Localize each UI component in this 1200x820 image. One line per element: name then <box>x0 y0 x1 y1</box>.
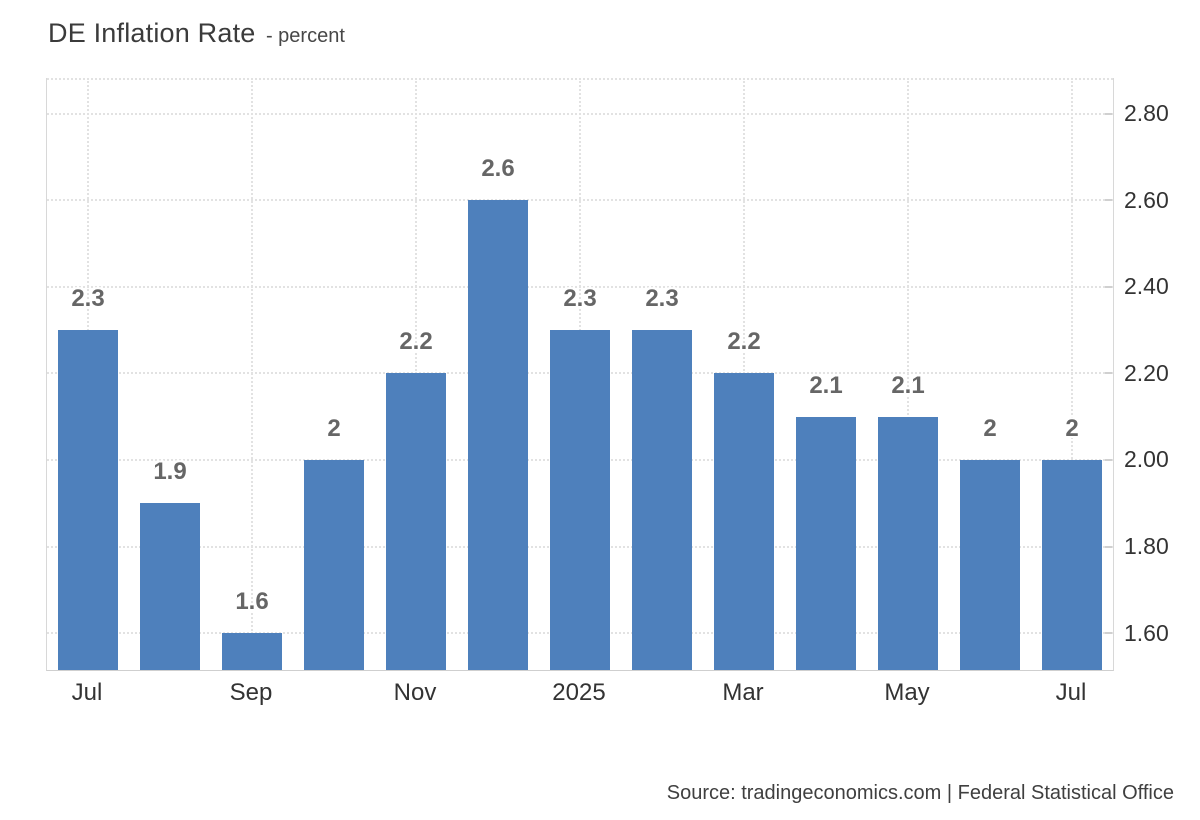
bar-value-label-oct: 2 <box>327 414 342 442</box>
bar-value-label-jul: 2.3 <box>71 284 106 313</box>
y-tick-mark <box>1105 285 1112 288</box>
bar-2025[interactable] <box>550 330 610 670</box>
bar-feb[interactable] <box>632 330 692 670</box>
chart-title: DE Inflation Rate <box>48 18 256 48</box>
bar-jun[interactable] <box>960 459 1020 670</box>
x-tick-label-May: May <box>884 679 930 706</box>
x-tick-label-Nov: Nov <box>393 679 437 706</box>
y-tick-label-2.00: 2.00 <box>1124 446 1169 473</box>
x-tick-label-Sep: Sep <box>229 679 273 706</box>
gridline-x-Sep <box>251 78 253 670</box>
source-credit: Source: tradingeconomics.com | Federal S… <box>666 782 1174 804</box>
chart-subtitle: - percent <box>265 25 345 47</box>
bar-jul[interactable] <box>1042 459 1102 670</box>
bar-may[interactable] <box>878 416 938 670</box>
y-tick-label-2.80: 2.80 <box>1124 100 1169 126</box>
gridline-x-Jul <box>1071 78 1073 670</box>
y-tick-mark <box>1105 112 1112 115</box>
y-tick-label-2.40: 2.40 <box>1124 273 1169 300</box>
bar-value-label-mar: 2.2 <box>727 328 762 356</box>
y-tick-mark <box>1105 458 1112 461</box>
x-tick-label-Jul: Jul <box>71 679 103 706</box>
bar-value-label-2025: 2.3 <box>563 284 598 313</box>
bar-value-label-sep: 1.6 <box>235 587 270 616</box>
bar-value-label-aug: 1.9 <box>153 458 188 486</box>
bar-sep[interactable] <box>222 633 282 670</box>
bar-value-label-jun: 2 <box>983 414 998 442</box>
x-tick-label-Jul: Jul <box>1055 679 1087 706</box>
y-tick-mark <box>1105 545 1112 548</box>
x-tick-label-Mar: Mar <box>722 679 764 706</box>
bar-dec[interactable] <box>468 200 528 670</box>
bar-value-label-dec: 2.6 <box>481 154 516 183</box>
bar-value-label-may: 2.1 <box>891 371 926 399</box>
bar-value-label-feb: 2.3 <box>645 284 680 313</box>
bar-value-label-apr: 2.1 <box>809 371 844 399</box>
y-tick-mark <box>1105 199 1112 202</box>
bar-nov[interactable] <box>386 373 446 670</box>
bar-value-label-nov: 2.2 <box>399 328 434 356</box>
x-tick-label-2025: 2025 <box>552 679 606 706</box>
bar-mar[interactable] <box>714 373 774 670</box>
y-tick-label-1.60: 1.60 <box>1124 619 1169 646</box>
y-tick-label-2.60: 2.60 <box>1124 186 1169 213</box>
bar-oct[interactable] <box>304 459 364 670</box>
y-tick-label-1.80: 1.80 <box>1124 533 1169 560</box>
bar-aug[interactable] <box>140 503 200 670</box>
bar-value-label-jul: 2 <box>1065 414 1080 442</box>
y-tick-label-2.20: 2.20 <box>1124 359 1169 386</box>
bar-apr[interactable] <box>796 416 856 670</box>
y-tick-mark <box>1105 632 1112 635</box>
bar-jul[interactable] <box>58 330 118 670</box>
plot-area: 2.3 1.9 1.6 2 2.2 2.6 2.3 2.3 2.2 2.1 2.1 2 2 <box>46 78 1114 671</box>
gridline-x-May <box>907 78 909 670</box>
y-tick-mark <box>1105 372 1112 375</box>
chart-header: DE Inflation Rate - percent <box>48 18 345 49</box>
